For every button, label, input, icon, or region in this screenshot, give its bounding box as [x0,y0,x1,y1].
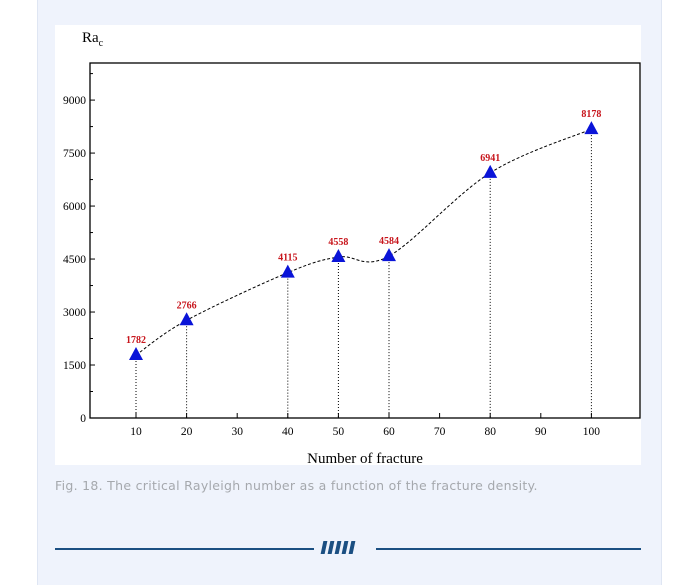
figure-image: 0 1500 3000 4500 6000 7500 9000 10 20 30 40 50 60 70 8… [55,25,641,467]
x-tick-label: 50 [333,426,345,438]
data-label: 2766 [177,300,197,311]
data-label: 8178 [581,109,601,120]
divider-right [376,548,641,550]
y-tick-label: 6000 [63,201,86,213]
data-point-marker [179,312,194,326]
data-point-marker [331,248,346,262]
data-label: 1782 [126,335,146,346]
divider-left [55,548,314,550]
y-tick-label: 4500 [63,254,86,266]
figure-caption: Fig. 18. The critical Rayleigh number as… [55,478,538,493]
y-tick-label: 7500 [63,148,86,160]
y-axis-label: Rac [82,30,104,49]
data-point-marker [129,347,143,361]
y-tick-label: 3000 [63,307,86,319]
data-label: 4584 [379,236,399,247]
plot-frame [89,62,641,419]
chart: 0 1500 3000 4500 6000 7500 9000 10 20 30 40 50 60 70 8… [63,30,641,467]
x-axis-label: Number of fracture [307,451,423,465]
x-tick-label: 40 [282,426,294,438]
y-label-sub: c [99,38,104,49]
data-point-marker [280,264,295,278]
y-tick-label: 1500 [63,360,86,372]
x-tick-label: 100 [583,426,601,438]
series-line [135,128,592,356]
y-tick-label: 9000 [63,95,86,107]
y-tick-label: 0 [80,413,86,425]
data-point-marker [483,164,498,178]
x-tick-label: 10 [130,426,142,438]
x-tick-label: 70 [434,426,446,438]
x-tick-label: 80 [484,426,496,438]
divider-ornament [320,541,356,554]
x-tick-label: 20 [181,426,193,438]
data-label: 4115 [278,253,297,264]
x-tick-label: 60 [383,426,395,438]
x-tick-label: 90 [535,426,547,438]
y-label-main: Ra [82,30,99,46]
data-label: 6941 [480,153,500,164]
data-label: 4558 [328,237,348,248]
x-tick-label: 30 [231,426,243,438]
data-point-marker [382,248,396,262]
data-point-marker [584,121,599,135]
